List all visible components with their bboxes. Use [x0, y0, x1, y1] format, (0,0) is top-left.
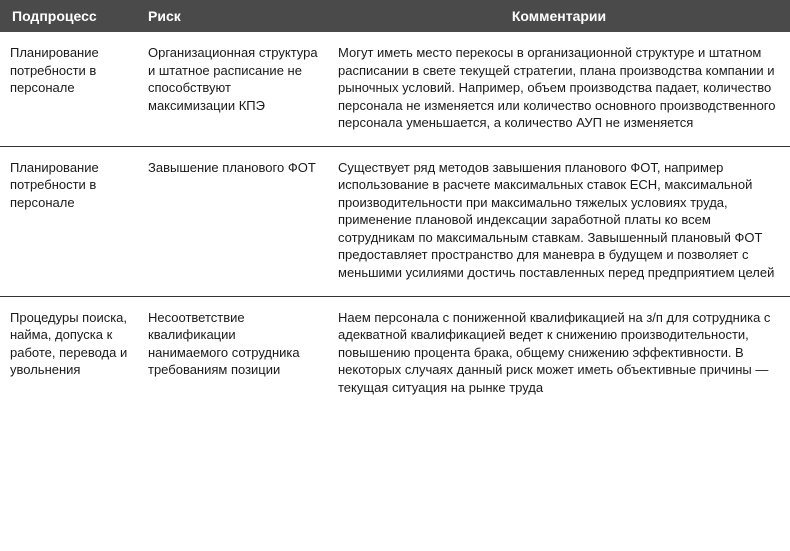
table-header-row: Подпроцесс Риск Комментарии [0, 0, 790, 32]
col-header-comment: Комментарии [328, 0, 790, 32]
col-header-risk: Риск [138, 0, 328, 32]
cell-risk: Несоответствие квалификации нанимаемого … [138, 296, 328, 410]
cell-subprocess: Планирование потребности в персонале [0, 32, 138, 146]
col-header-subprocess: Подпроцесс [0, 0, 138, 32]
cell-risk: Завышение планового ФОТ [138, 146, 328, 296]
cell-subprocess: Процедуры поиска, найма, допуска к работ… [0, 296, 138, 410]
cell-comment: Существует ряд методов завышения планово… [328, 146, 790, 296]
cell-comment: Могут иметь место перекосы в организацио… [328, 32, 790, 146]
cell-comment: Наем персонала с пониженной квалификацие… [328, 296, 790, 410]
table-body: Планирование потребности в персонале Орг… [0, 32, 790, 410]
table-row: Планирование потребности в персонале Зав… [0, 146, 790, 296]
table-row: Процедуры поиска, найма, допуска к работ… [0, 296, 790, 410]
cell-subprocess: Планирование потребности в персонале [0, 146, 138, 296]
cell-risk: Организационная структура и штатное расп… [138, 32, 328, 146]
table-row: Планирование потребности в персонале Орг… [0, 32, 790, 146]
risk-table: Подпроцесс Риск Комментарии Планирование… [0, 0, 790, 410]
